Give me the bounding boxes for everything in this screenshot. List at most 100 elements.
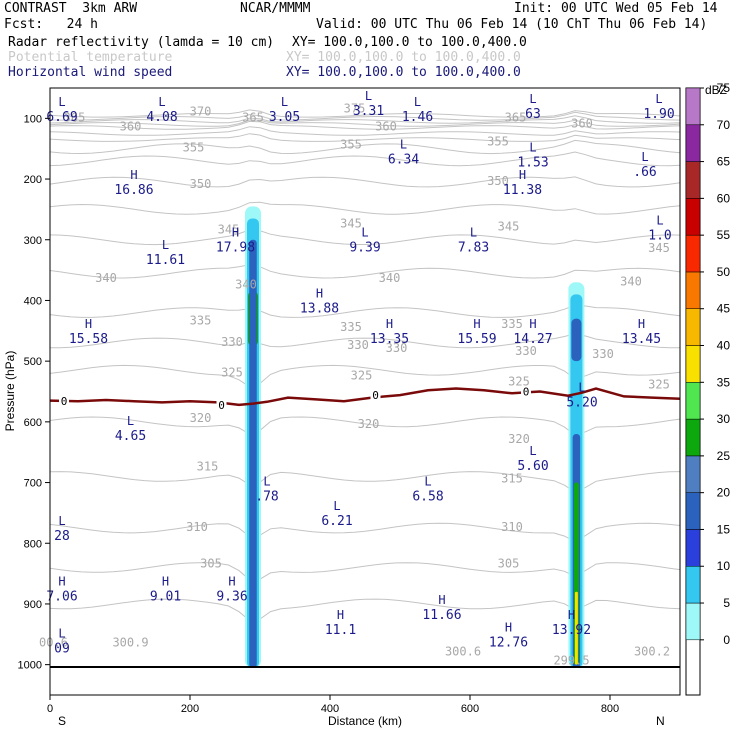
wind-extremum-type: L: [578, 381, 585, 395]
theta-label: 350: [190, 177, 212, 191]
theta-contour: [49, 151, 681, 167]
wind-extremum-type: H: [337, 608, 344, 622]
wind-extremum: L6.21: [321, 499, 352, 529]
wind-extremum-type: H: [58, 575, 65, 589]
wind-extremum: H14.27: [513, 317, 552, 347]
wind-extremum-value: 9.39: [349, 241, 380, 256]
wind-extremum-type: L: [281, 95, 288, 109]
wind-extremum-type: H: [316, 286, 323, 300]
colorbar-swatch: [685, 455, 701, 493]
wind-extremum-type: L: [162, 238, 169, 252]
wind-extremum-value: 6.21: [321, 514, 352, 529]
theta-contour: [49, 598, 681, 621]
wind-extremum-type: L: [529, 141, 536, 155]
wind-extremum-value: 11.1: [325, 623, 356, 638]
y-tick-label: 1000: [18, 660, 42, 672]
colorbar-label: 65: [717, 155, 731, 169]
field-reflectivity: Radar reflectivity (lamda = 10 cm): [8, 35, 275, 50]
colorbar-swatch: [685, 492, 701, 530]
theta-label: 360: [571, 116, 593, 130]
wind-extremum-type: H: [519, 168, 526, 182]
theta-label: 330: [347, 338, 369, 352]
y-tick-label: 400: [24, 295, 42, 307]
freezing-level-label: 0: [218, 399, 225, 412]
wind-extremum: L1.53: [517, 141, 548, 171]
wind-extremum-value: 13.88: [300, 301, 339, 316]
theta-label: 305: [498, 557, 520, 571]
wind-extremum-type: L: [361, 226, 368, 240]
field-theta: Potential temperature: [8, 50, 173, 65]
theta-contour: [49, 264, 681, 279]
theta-labels: 365 370 365 375 365 360 360 360 355 355 355 350 350 3…: [39, 101, 670, 667]
x-tick-label: 400: [321, 703, 339, 715]
theta-contour: [49, 229, 681, 246]
colorbar-swatch: [685, 418, 701, 457]
wind-extremum: L.78: [255, 475, 278, 505]
wind-extremum: L6.58: [412, 475, 443, 505]
theta-contour: [49, 139, 681, 155]
wind-extremum-type: L: [333, 499, 340, 513]
theta-contour: [49, 109, 681, 118]
wind-extremum-type: H: [130, 168, 137, 182]
wind-extremum: L28: [54, 514, 70, 544]
y-tick-label: 700: [24, 478, 42, 490]
theta-contour: [49, 176, 681, 188]
theta-label: 345: [218, 223, 240, 237]
theta-label: 375: [344, 101, 366, 115]
field-wind-xy: XY= 100.0,100.0 to 100.0,400.0: [286, 65, 521, 80]
field-wind: Horizontal wind speed: [8, 65, 173, 80]
wind-extremum: H11.38: [503, 168, 542, 198]
wind-extremum-value: 1.53: [517, 156, 548, 171]
wind-extremum-value: 15.59: [457, 332, 496, 347]
colorbar-label: 75: [717, 81, 731, 95]
wind-extremum-value: 1.90: [643, 107, 674, 122]
colorbar-label: 5: [723, 596, 730, 610]
wind-extremum-value: 11.38: [503, 183, 542, 198]
wind-extremum-type: H: [162, 575, 169, 589]
wind-extremum-value: 16.86: [114, 183, 153, 198]
theta-label: 325: [221, 365, 243, 379]
wind-extremum-value: 28: [54, 529, 70, 544]
colorbar-swatch: [685, 198, 701, 236]
theta-label: 335: [501, 317, 523, 331]
theta-label: 00.6: [39, 635, 68, 649]
theta-label: 335: [340, 320, 362, 334]
theta-contour: [49, 304, 681, 318]
wind-extremum-value: 7.06: [46, 590, 77, 605]
theta-contour: [49, 111, 681, 121]
theta-label: 315: [197, 459, 219, 473]
theta-label: 315: [501, 472, 523, 486]
wind-extremum: H16.86: [114, 168, 153, 198]
wind-extremum: H9.36: [216, 575, 247, 605]
colorbar-label: 45: [717, 302, 731, 316]
colorbar-units: dBZ: [705, 83, 727, 97]
wind-extremum: L1.90: [643, 92, 674, 122]
x-tick-label: 200: [181, 703, 199, 715]
theta-label: 320: [508, 432, 530, 446]
theta-label: 305: [200, 557, 222, 571]
center-title: NCAR/MMMM: [240, 1, 311, 16]
wind-extremum-value: 13.92: [552, 623, 591, 638]
wind-extremum-value: 14.27: [513, 332, 552, 347]
theta-contour: [49, 133, 681, 142]
theta-label: 340: [235, 277, 257, 291]
colorbar-swatch: [685, 529, 701, 567]
model-title: CONTRAST 3km ARW: [4, 1, 138, 16]
wind-extremum-value: 6.34: [388, 153, 419, 168]
wind-extremum-type: H: [529, 317, 536, 331]
field-theta-xy: XY= 100.0,100.0 to 100.0,400.0: [286, 50, 521, 65]
wind-extremum-type: L: [400, 138, 407, 152]
wind-extremum: H13.45: [622, 317, 661, 347]
colorbar-label: 50: [717, 265, 731, 279]
init-time: Init: 00 UTC Wed 05 Feb 14: [514, 1, 718, 16]
theta-contour: [49, 201, 681, 215]
wind-extremum-type: H: [232, 226, 239, 240]
y-tick-label: 300: [24, 235, 42, 247]
wind-extremum-type: L: [424, 475, 431, 489]
wind-extremum: H15.58: [69, 317, 108, 347]
wind-extremum: H9.01: [150, 575, 181, 605]
theta-label: 325: [648, 377, 670, 391]
wind-extremum: L4.08: [146, 95, 177, 125]
freezing-label-bg: [216, 398, 227, 410]
